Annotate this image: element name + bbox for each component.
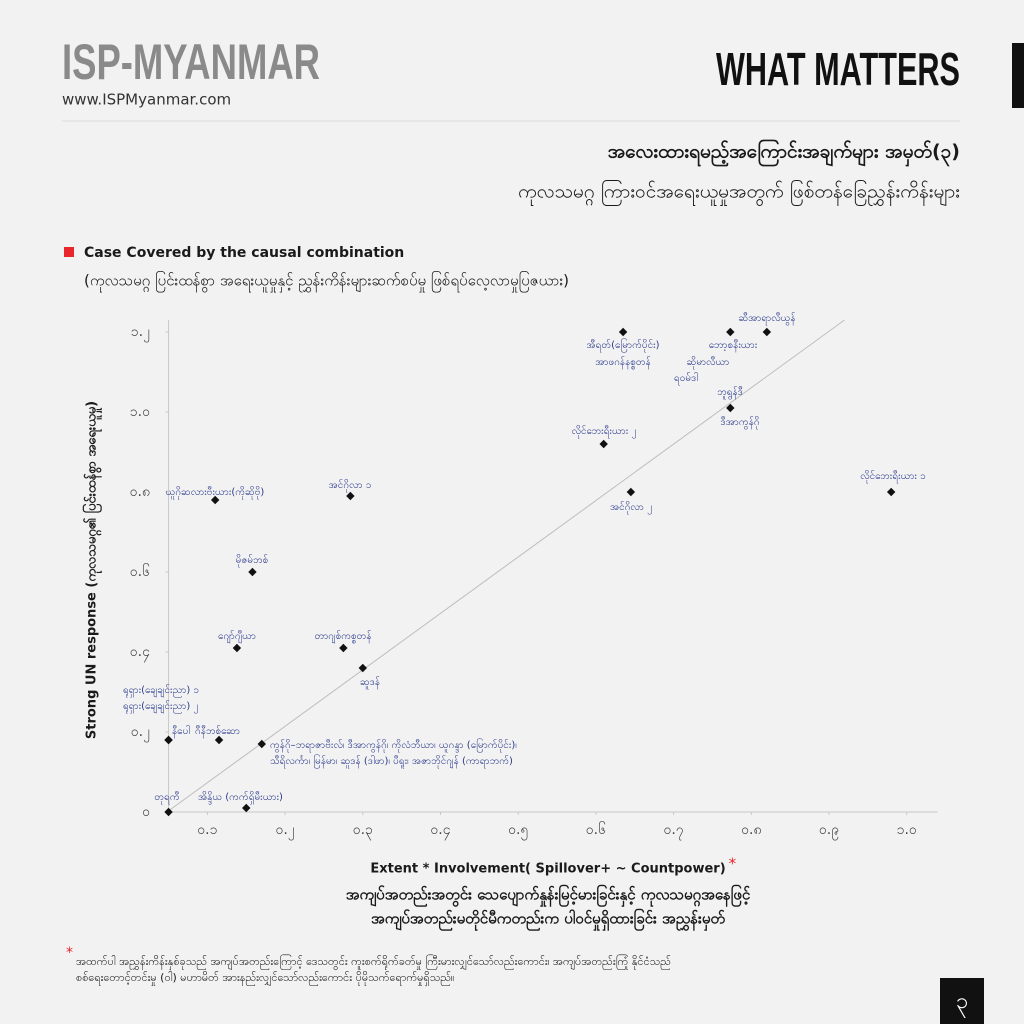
legend-note: (ကုလသမဂ္ဂ ပြင်းထန်စွာ အရေးယူမှုနှင့် ညွှ… — [84, 271, 569, 293]
data-point — [214, 735, 224, 745]
x-tick-label: ၀.၈ — [741, 822, 761, 838]
point-label: ဂျော်ဂျီယာ — [218, 629, 256, 644]
point-label: ရဝမ်ဒါ — [674, 371, 698, 386]
data-point — [762, 327, 772, 337]
x-tick-label: ၀.၄ — [430, 822, 450, 840]
fit-line — [166, 319, 845, 813]
x-axis-label: Extent * Involvement( Spillover+ ~ Count… — [370, 862, 725, 877]
y-tick-label: ၀ — [142, 804, 150, 820]
x-tick-label: ၀.၇ — [663, 822, 683, 840]
point-label: ဒီအာကွန်ဂို — [720, 415, 759, 430]
data-point — [886, 487, 896, 497]
point-label: တုရကီ — [154, 790, 179, 805]
y-tick-label: ၀.၄ — [130, 644, 150, 662]
page-number: ၃ — [956, 989, 968, 1018]
point-label: ရုရှား(ချေချင်းညာ) ၁ — [123, 683, 199, 698]
point-label: အင်ဂိုလာ ၂ — [610, 500, 652, 515]
point-label: ဘော့စနီးယား — [709, 338, 758, 353]
x-axis-label-mark: * — [729, 855, 737, 873]
point-label: တာဂျစ်ကစ္စတန် — [314, 629, 371, 644]
point-label: အာဖဂန်နစ္စတန် — [595, 355, 651, 370]
data-point — [626, 487, 636, 497]
point-label: လိုင်ဘေးရီးယား ၁ — [860, 469, 926, 484]
x-tick-label: ၀.၂ — [275, 822, 294, 840]
data-point — [726, 403, 735, 413]
y-tick-label: ၁.၂ — [131, 324, 150, 342]
point-label: နီပေါ — [172, 724, 190, 739]
point-label: ဘူရွန်ဒီ — [717, 385, 743, 400]
y-tick-label: ၀.၂ — [131, 724, 150, 742]
footnote-line: စစ်ရေးတောင့်တင်းမှု (ဝါ) မဟာမိတ် အားနည်း… — [76, 971, 454, 986]
x-tick-label: ၀.၁ — [197, 822, 217, 838]
point-label: ကွန်ဂို–ဘရာဇာဗီးလ်၊ ဒီအာကွန်ဂို၊ ကိုလံဘီ… — [270, 737, 517, 753]
point-label: အိန္ဒိယ (ကက်ရှိမီးယား) — [198, 790, 283, 805]
legend-swatch — [64, 247, 74, 257]
data-point — [358, 663, 367, 673]
data-point — [210, 495, 220, 505]
point-label: အင်ဂိုလာ ၁ — [329, 478, 372, 493]
data-point — [599, 439, 608, 449]
point-label: ရုရှား(ချေချင်းညာ) ၂ — [123, 699, 198, 714]
tagline: WHAT MATTERS — [716, 43, 960, 95]
data-point — [242, 803, 251, 813]
data-point — [339, 643, 348, 653]
page-box — [940, 978, 984, 1024]
legend-label: Case Covered by the causal combination — [84, 245, 404, 261]
y-tick-label: ၀.၆ — [130, 564, 150, 580]
point-label: ဆူဒန် — [360, 675, 380, 690]
point-label: မိုဇမ်ဘစ် — [236, 553, 269, 568]
footnote-mark: * — [66, 945, 73, 961]
x-tick-label: ၀.၆ — [586, 822, 606, 838]
x-tick-label: ၀.၅ — [508, 822, 528, 840]
data-point — [618, 327, 628, 337]
point-label: လိုင်ဘေးရီးယား ၂ — [572, 424, 637, 439]
url: www.ISPMyanmar.com — [62, 91, 231, 109]
x-tick-label: ၀.၉ — [819, 822, 839, 840]
data-point — [164, 735, 173, 745]
point-label: ဆိုမာလီယာ — [687, 355, 730, 370]
point-label: အီရတ်(မြောက်ပိုင်း) — [586, 337, 659, 353]
side-bar — [1012, 43, 1024, 108]
subtitle: ကုလသမဂ္ဂ ကြားဝင်အရေးယူမှုအတွက် ဖြစ်တန်ခြ… — [518, 179, 960, 207]
data-point — [248, 567, 257, 577]
data-point — [257, 739, 266, 749]
data-point — [346, 491, 355, 501]
brand: ISP-MYANMAR — [62, 34, 320, 90]
data-point — [726, 327, 735, 337]
y-tick-label: ၀.၈ — [130, 484, 150, 500]
data-point — [164, 807, 173, 817]
point-label: သီရိလင်္ကာ၊ မြန်မာ၊ ဆူဒန် (ဒါဖာ)၊ ပီရူး၊… — [270, 753, 513, 769]
x-tick-label: ၁.၀ — [897, 822, 917, 838]
x-tick-label: ၀.၃ — [353, 822, 373, 840]
chart: Case Covered by the causal combination (က… — [64, 245, 938, 932]
point-label: ဂီနီဘစ်ဆော — [195, 724, 240, 739]
footnote-line: အထက်ပါ အညွှန်းကိန်းနှစ်ခုသည် အကျပ်အတည်းက… — [76, 954, 671, 970]
point-label: ယူဂိုဆလားဗီးယား(ကိုဆိုဗို) — [166, 485, 265, 500]
y-axis-label: Strong UN response (ကုလသမဂ္ဂ၏ ပြင်းထန်စွ… — [82, 401, 103, 739]
y-tick-label: ၁.၀ — [130, 404, 150, 420]
point-label: ဆီအာရာလီယွန် — [738, 311, 795, 326]
data-point — [232, 643, 242, 653]
